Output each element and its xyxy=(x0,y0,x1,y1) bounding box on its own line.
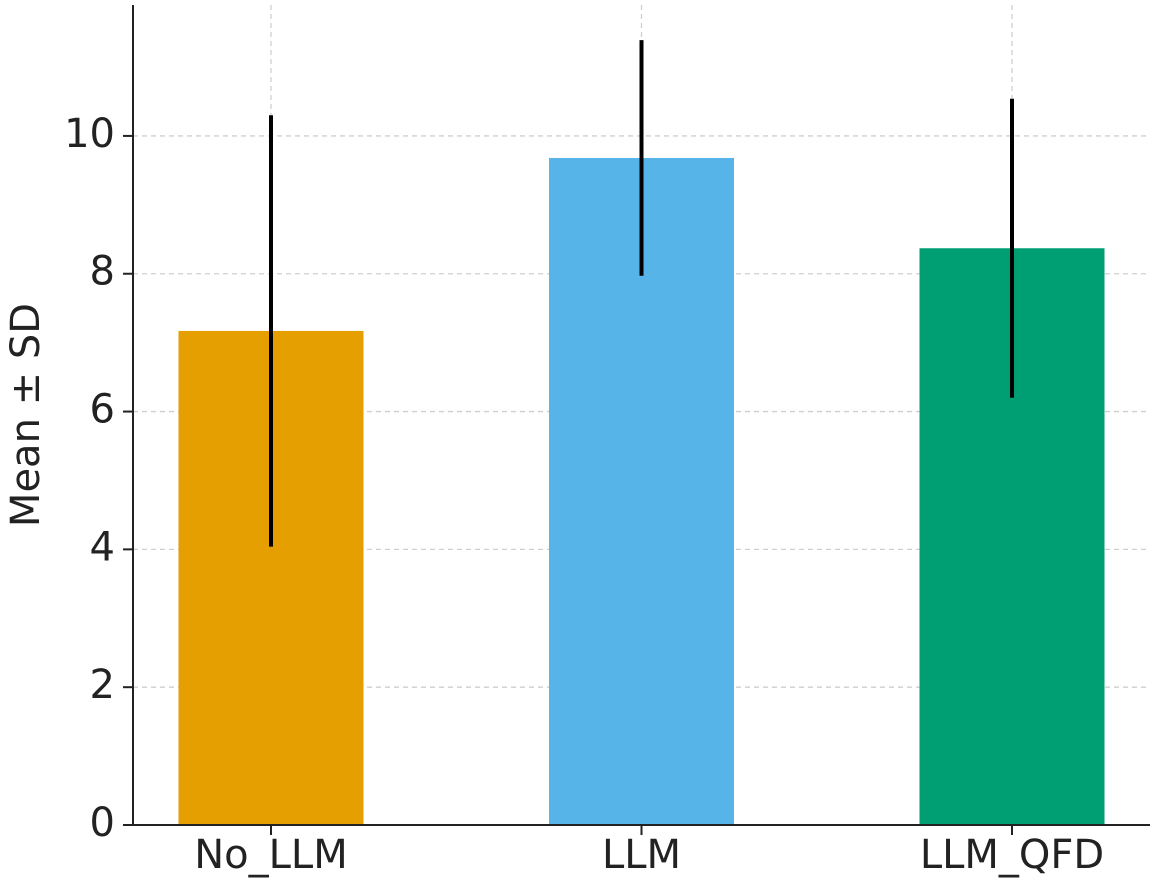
y-tick-label: 4 xyxy=(90,524,115,570)
y-axis-label: Mean ± SD xyxy=(3,303,49,527)
x-tick-label: No_LLM xyxy=(194,832,347,878)
x-tick-label: LLM xyxy=(602,832,681,878)
y-tick-label: 0 xyxy=(90,800,115,846)
x-tick-label: LLM_QFD xyxy=(920,832,1104,878)
y-tick-label: 2 xyxy=(90,662,115,708)
y-tick-label: 6 xyxy=(90,387,115,433)
y-tick-label: 10 xyxy=(64,111,115,157)
y-tick-label: 8 xyxy=(90,249,115,295)
